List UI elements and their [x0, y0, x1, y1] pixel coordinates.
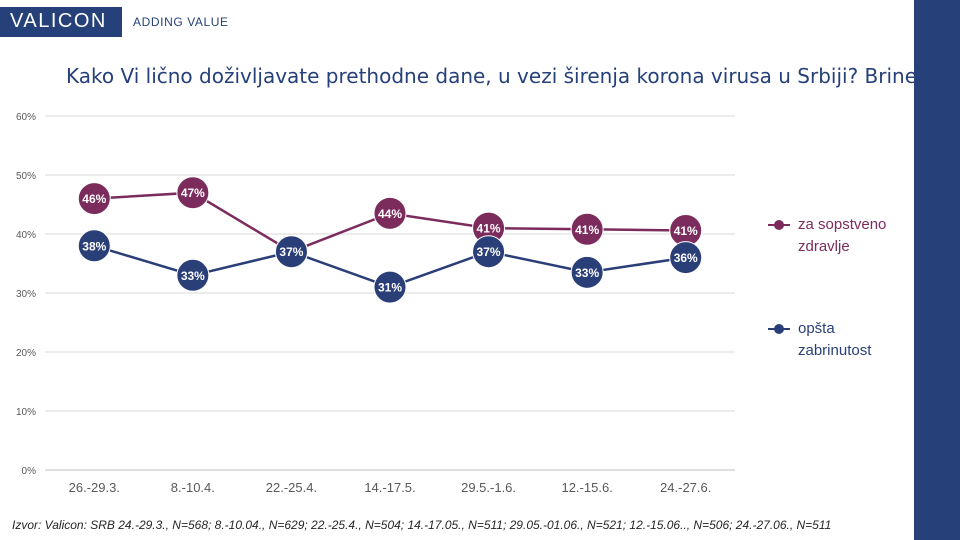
data-point — [373, 270, 407, 304]
x-tick-label: 24.-27.6. — [660, 480, 711, 495]
data-label: 46% — [82, 192, 106, 206]
data-label: 37% — [279, 245, 303, 259]
valicon-logo: VALICON — [0, 7, 122, 37]
data-point — [472, 235, 506, 269]
data-point — [176, 258, 210, 292]
data-point — [274, 235, 308, 269]
data-label: 41% — [477, 222, 501, 236]
y-tick-label: 60% — [16, 112, 36, 123]
data-label: 47% — [181, 186, 205, 200]
x-tick-label: 12.-15.6. — [561, 480, 612, 495]
data-point — [373, 196, 407, 230]
data-label: 41% — [575, 223, 599, 237]
logo-text: VALICON — [10, 10, 107, 32]
data-label: 38% — [82, 239, 106, 253]
data-label: 36% — [674, 251, 698, 265]
data-point — [77, 182, 111, 216]
legend-label-general: opšta zabrinutost — [798, 320, 872, 359]
legend-dot-health — [774, 220, 784, 230]
data-label: 33% — [575, 266, 599, 280]
side-accent-bar — [914, 0, 960, 540]
y-tick-label: 0% — [22, 466, 37, 477]
data-label: 37% — [477, 245, 501, 259]
y-tick-label: 20% — [16, 348, 36, 359]
source-note: Izvor: Valicon: SRB 24.-29.3., N=568; 8.… — [12, 518, 832, 532]
y-tick-label: 50% — [16, 171, 36, 182]
chart-title: Kako Vi lično doživljavate prethodne dan… — [66, 64, 944, 88]
x-tick-label: 14.-17.5. — [364, 480, 415, 495]
data-point — [669, 241, 703, 275]
data-label: 31% — [378, 281, 402, 295]
legend-label-health: za sopstveno zdravlje — [798, 216, 887, 255]
y-tick-label: 10% — [16, 407, 36, 418]
data-label: 41% — [674, 224, 698, 238]
legend-dot-general — [774, 324, 784, 334]
x-tick-label: 29.5.-1.6. — [461, 480, 516, 495]
line-chart: 0% 10% 20% 30% 40% 50% 60% 26.-29.3. 8.-10.4. 22.… — [16, 112, 735, 495]
data-point — [77, 229, 111, 263]
data-point — [176, 176, 210, 210]
x-tick-label: 8.-10.4. — [171, 480, 215, 495]
data-label: 44% — [378, 207, 402, 221]
x-tick-label: 22.-25.4. — [266, 480, 317, 495]
x-tick-label: 26.-29.3. — [69, 480, 120, 495]
data-point — [570, 212, 604, 246]
y-tick-label: 40% — [16, 230, 36, 241]
tagline: ADDING VALUE — [133, 15, 229, 29]
data-point — [570, 255, 604, 289]
data-label: 33% — [181, 269, 205, 283]
y-tick-label: 30% — [16, 289, 36, 300]
